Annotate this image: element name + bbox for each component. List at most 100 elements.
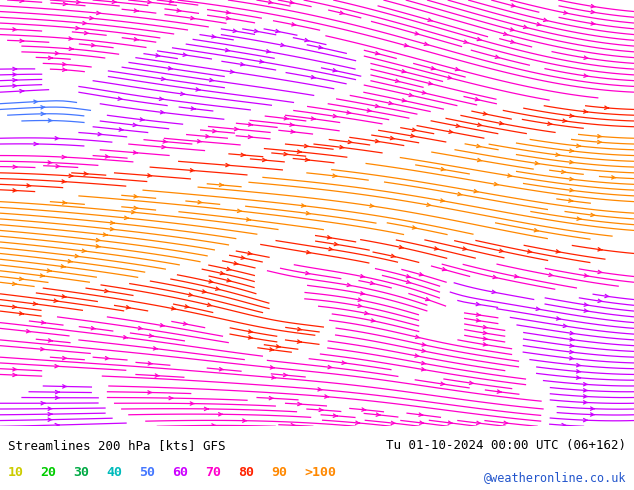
FancyArrowPatch shape: [41, 347, 45, 351]
FancyArrowPatch shape: [276, 345, 280, 348]
FancyArrowPatch shape: [576, 376, 581, 379]
FancyArrowPatch shape: [543, 18, 548, 22]
FancyArrowPatch shape: [69, 37, 73, 40]
FancyArrowPatch shape: [570, 350, 574, 354]
FancyArrowPatch shape: [514, 274, 519, 278]
FancyArrowPatch shape: [570, 189, 574, 192]
FancyArrowPatch shape: [20, 90, 24, 93]
FancyArrowPatch shape: [48, 161, 52, 164]
FancyArrowPatch shape: [148, 391, 152, 394]
FancyArrowPatch shape: [169, 0, 174, 3]
FancyArrowPatch shape: [62, 155, 66, 159]
FancyArrowPatch shape: [483, 337, 488, 340]
FancyArrowPatch shape: [477, 145, 481, 147]
FancyArrowPatch shape: [375, 51, 380, 55]
FancyArrowPatch shape: [605, 294, 609, 297]
FancyArrowPatch shape: [284, 117, 288, 120]
FancyArrowPatch shape: [598, 270, 602, 273]
FancyArrowPatch shape: [20, 277, 23, 280]
FancyArrowPatch shape: [41, 402, 45, 405]
Text: 50: 50: [139, 466, 155, 479]
FancyArrowPatch shape: [431, 67, 436, 70]
FancyArrowPatch shape: [13, 282, 16, 286]
FancyArrowPatch shape: [188, 293, 193, 296]
FancyArrowPatch shape: [185, 305, 190, 308]
FancyArrowPatch shape: [422, 368, 426, 371]
FancyArrowPatch shape: [360, 292, 365, 295]
FancyArrowPatch shape: [598, 247, 602, 251]
FancyArrowPatch shape: [259, 60, 264, 63]
FancyArrowPatch shape: [563, 119, 567, 122]
FancyArrowPatch shape: [569, 199, 573, 202]
FancyArrowPatch shape: [297, 150, 302, 153]
FancyArrowPatch shape: [13, 84, 17, 88]
FancyArrowPatch shape: [415, 335, 420, 339]
FancyArrowPatch shape: [272, 376, 276, 379]
FancyArrowPatch shape: [148, 362, 152, 365]
FancyArrowPatch shape: [474, 190, 478, 193]
FancyArrowPatch shape: [62, 295, 67, 298]
FancyArrowPatch shape: [13, 165, 17, 169]
FancyArrowPatch shape: [196, 88, 200, 91]
Text: @weatheronline.co.uk: @weatheronline.co.uk: [484, 470, 626, 484]
FancyArrowPatch shape: [396, 79, 400, 82]
FancyArrowPatch shape: [477, 421, 481, 424]
FancyArrowPatch shape: [311, 75, 316, 79]
FancyArrowPatch shape: [235, 127, 238, 131]
FancyArrowPatch shape: [105, 357, 110, 360]
FancyArrowPatch shape: [548, 122, 552, 125]
FancyArrowPatch shape: [209, 280, 213, 283]
FancyArrowPatch shape: [441, 382, 445, 386]
FancyArrowPatch shape: [598, 135, 602, 138]
FancyArrowPatch shape: [584, 303, 588, 306]
FancyArrowPatch shape: [419, 272, 424, 276]
FancyArrowPatch shape: [492, 290, 496, 294]
FancyArrowPatch shape: [306, 271, 310, 275]
FancyArrowPatch shape: [13, 368, 17, 371]
FancyArrowPatch shape: [276, 29, 280, 33]
FancyArrowPatch shape: [576, 144, 581, 147]
FancyArrowPatch shape: [13, 67, 17, 71]
FancyArrowPatch shape: [356, 421, 360, 424]
FancyArrowPatch shape: [411, 134, 415, 137]
FancyArrowPatch shape: [41, 321, 46, 324]
Text: 40: 40: [107, 466, 122, 479]
FancyArrowPatch shape: [422, 362, 426, 365]
FancyArrowPatch shape: [334, 243, 339, 245]
FancyArrowPatch shape: [241, 256, 245, 259]
FancyArrowPatch shape: [297, 327, 302, 331]
FancyArrowPatch shape: [493, 275, 497, 279]
FancyArrowPatch shape: [55, 51, 60, 55]
FancyArrowPatch shape: [458, 193, 462, 196]
FancyArrowPatch shape: [240, 63, 245, 66]
FancyArrowPatch shape: [504, 421, 508, 424]
FancyArrowPatch shape: [91, 326, 96, 330]
FancyArrowPatch shape: [204, 407, 209, 411]
FancyArrowPatch shape: [156, 54, 160, 57]
FancyArrowPatch shape: [177, 9, 181, 12]
FancyArrowPatch shape: [367, 109, 372, 112]
FancyArrowPatch shape: [402, 70, 406, 73]
FancyArrowPatch shape: [510, 28, 515, 31]
FancyArrowPatch shape: [212, 129, 217, 133]
FancyArrowPatch shape: [464, 40, 469, 43]
FancyArrowPatch shape: [477, 158, 482, 162]
FancyArrowPatch shape: [399, 245, 403, 249]
FancyArrowPatch shape: [583, 389, 588, 392]
FancyArrowPatch shape: [448, 421, 453, 424]
FancyArrowPatch shape: [291, 423, 295, 427]
FancyArrowPatch shape: [63, 68, 67, 72]
FancyArrowPatch shape: [63, 201, 67, 204]
FancyArrowPatch shape: [262, 158, 267, 162]
FancyArrowPatch shape: [48, 119, 53, 122]
FancyArrowPatch shape: [535, 162, 540, 165]
FancyArrowPatch shape: [226, 11, 231, 14]
FancyArrowPatch shape: [569, 357, 574, 360]
FancyArrowPatch shape: [429, 82, 433, 85]
FancyArrowPatch shape: [483, 112, 488, 115]
FancyArrowPatch shape: [305, 38, 309, 42]
FancyArrowPatch shape: [476, 318, 481, 322]
FancyArrowPatch shape: [183, 322, 188, 325]
FancyArrowPatch shape: [233, 29, 237, 32]
FancyArrowPatch shape: [68, 260, 72, 263]
